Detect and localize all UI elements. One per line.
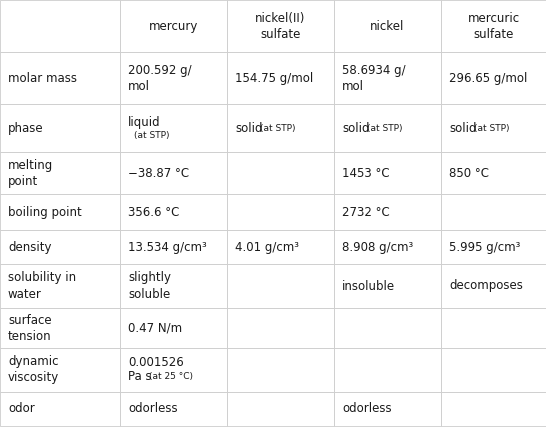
Text: molar mass: molar mass	[8, 71, 77, 85]
Bar	[227, 230, 334, 264]
Text: 1453 °C: 1453 °C	[342, 167, 390, 179]
Bar	[441, 104, 546, 152]
Bar	[0, 0, 120, 52]
Text: (at STP): (at STP)	[474, 124, 509, 132]
Text: solubility in
water: solubility in water	[8, 272, 76, 300]
Text: Pa s: Pa s	[128, 369, 152, 382]
Text: odor: odor	[8, 403, 35, 416]
Text: surface
tension: surface tension	[8, 314, 52, 342]
Bar	[441, 264, 546, 308]
Bar	[0, 52, 120, 104]
Text: dynamic
viscosity: dynamic viscosity	[8, 355, 60, 385]
Bar	[441, 0, 546, 52]
Text: 356.6 °C: 356.6 °C	[128, 206, 180, 218]
Bar	[0, 392, 120, 426]
Bar	[227, 194, 334, 230]
Bar	[120, 308, 227, 348]
Bar	[120, 230, 227, 264]
Bar	[120, 0, 227, 52]
Text: insoluble: insoluble	[342, 280, 395, 292]
Text: 296.65 g/mol: 296.65 g/mol	[449, 71, 527, 85]
Bar	[120, 264, 227, 308]
Text: −38.87 °C: −38.87 °C	[128, 167, 189, 179]
Text: 2732 °C: 2732 °C	[342, 206, 390, 218]
Text: slightly
soluble: slightly soluble	[128, 272, 171, 300]
Bar	[120, 392, 227, 426]
Text: decomposes: decomposes	[449, 280, 523, 292]
Text: (at STP): (at STP)	[260, 124, 295, 132]
Bar	[334, 348, 441, 392]
Bar	[227, 104, 334, 152]
Text: nickel(II)
sulfate: nickel(II) sulfate	[256, 12, 306, 40]
Bar	[227, 392, 334, 426]
Bar	[120, 152, 227, 194]
Bar	[0, 348, 120, 392]
Bar	[0, 230, 120, 264]
Bar	[334, 392, 441, 426]
Text: solid: solid	[342, 121, 370, 135]
Bar	[120, 348, 227, 392]
Text: solid: solid	[235, 121, 263, 135]
Bar	[441, 348, 546, 392]
Text: melting
point: melting point	[8, 159, 54, 187]
Text: mercury: mercury	[149, 19, 198, 32]
Bar	[0, 308, 120, 348]
Text: 200.592 g/
mol: 200.592 g/ mol	[128, 63, 192, 93]
Text: 0.001526: 0.001526	[128, 357, 184, 369]
Bar	[334, 264, 441, 308]
Text: 13.534 g/cm³: 13.534 g/cm³	[128, 241, 207, 253]
Bar	[334, 308, 441, 348]
Text: 5.995 g/cm³: 5.995 g/cm³	[449, 241, 520, 253]
Bar	[334, 230, 441, 264]
Bar	[120, 194, 227, 230]
Text: 4.01 g/cm³: 4.01 g/cm³	[235, 241, 299, 253]
Text: 0.47 N/m: 0.47 N/m	[128, 322, 182, 334]
Text: density: density	[8, 241, 51, 253]
Text: odorless: odorless	[342, 403, 391, 416]
Bar	[227, 348, 334, 392]
Bar	[227, 152, 334, 194]
Text: (at STP): (at STP)	[367, 124, 402, 132]
Text: 8.908 g/cm³: 8.908 g/cm³	[342, 241, 413, 253]
Bar	[120, 52, 227, 104]
Bar	[227, 0, 334, 52]
Text: 58.6934 g/
mol: 58.6934 g/ mol	[342, 63, 406, 93]
Bar	[0, 194, 120, 230]
Text: mercuric
sulfate: mercuric sulfate	[467, 12, 520, 40]
Bar	[0, 104, 120, 152]
Bar	[227, 52, 334, 104]
Bar	[334, 0, 441, 52]
Bar	[334, 194, 441, 230]
Text: (at STP): (at STP)	[134, 131, 169, 140]
Bar	[227, 308, 334, 348]
Bar	[0, 152, 120, 194]
Text: 154.75 g/mol: 154.75 g/mol	[235, 71, 313, 85]
Bar	[441, 194, 546, 230]
Bar	[334, 152, 441, 194]
Bar	[441, 230, 546, 264]
Bar	[334, 52, 441, 104]
Bar	[334, 104, 441, 152]
Bar	[441, 152, 546, 194]
Bar	[120, 104, 227, 152]
Text: liquid: liquid	[128, 116, 161, 128]
Text: (at 25 °C): (at 25 °C)	[149, 372, 193, 381]
Bar	[441, 308, 546, 348]
Bar	[441, 392, 546, 426]
Text: odorless: odorless	[128, 403, 177, 416]
Text: nickel: nickel	[370, 19, 405, 32]
Text: boiling point: boiling point	[8, 206, 82, 218]
Bar	[441, 52, 546, 104]
Bar	[0, 264, 120, 308]
Text: 850 °C: 850 °C	[449, 167, 489, 179]
Text: phase: phase	[8, 121, 44, 135]
Text: solid: solid	[449, 121, 477, 135]
Bar	[227, 264, 334, 308]
